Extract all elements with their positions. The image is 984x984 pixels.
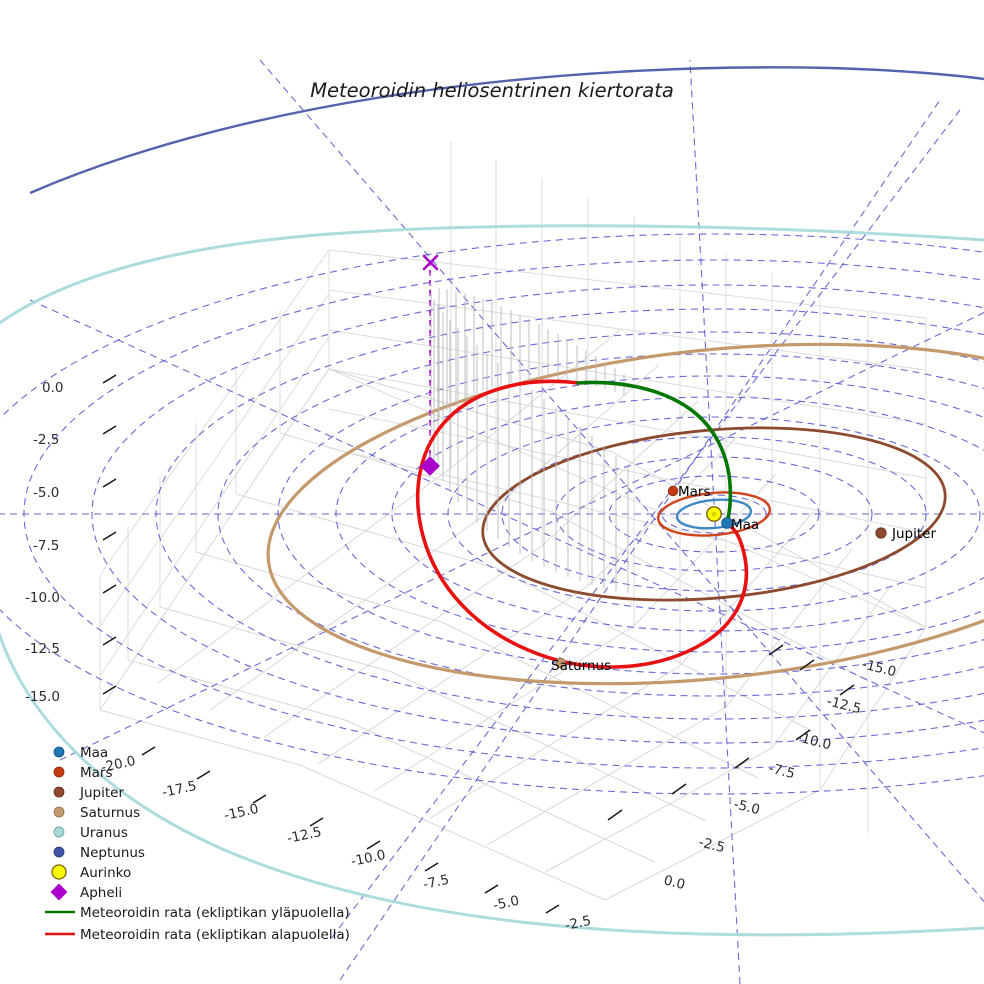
marker-saturn	[555, 657, 567, 669]
orbit-saturn	[266, 342, 984, 686]
tick-x-3: -12.5	[286, 824, 324, 847]
legend-label-uranus: Uranus	[80, 825, 128, 841]
legend-label-maa: Maa	[80, 745, 108, 761]
legend-marker-mars	[53, 766, 65, 778]
legend-marker-jupiter	[53, 786, 65, 798]
tick-x-4: -10.0	[350, 847, 388, 870]
label-maa: Maa	[731, 517, 759, 533]
legend-item-apheli[interactable]: Apheli	[50, 883, 123, 901]
legend-marker-apheli	[50, 883, 68, 901]
meteoroid-track-below	[415, 379, 749, 669]
tick-x-5: -7.5	[422, 872, 451, 893]
tick-y-4: -5.0	[732, 796, 761, 818]
marker-mars	[667, 485, 679, 497]
projection-lines	[430, 288, 629, 593]
tick-x-7: -2.5	[564, 913, 593, 934]
label-saturnus: Saturnus	[551, 658, 611, 674]
tick-y-1: -12.5	[825, 693, 863, 717]
object-labels: Mars Maa Jupiter Saturnus	[551, 484, 936, 674]
legend-label-neptunus: Neptunus	[80, 845, 145, 861]
axis-ticks	[102, 374, 855, 914]
tick-x-2: -15.0	[223, 801, 261, 824]
legend-label-mars: Mars	[80, 765, 113, 781]
legend-item-aurinko[interactable]: Aurinko	[51, 864, 131, 881]
label-mars: Mars	[678, 484, 711, 500]
polar-grid-spokes	[0, 59, 984, 984]
tick-z-6: -15.0	[25, 689, 60, 705]
orbit-uranus	[0, 224, 984, 937]
legend-label-apheli: Apheli	[80, 885, 122, 901]
legend-label-track-below: Meteoroidin rata (ekliptikan alapuolella…	[80, 927, 350, 943]
legend-item-jupiter[interactable]: Jupiter	[53, 785, 124, 801]
page-title: Meteoroidin heliosentrinen kiertorata	[310, 79, 674, 102]
legend: Maa Mars Jupiter Saturnus Uranus	[45, 745, 350, 943]
marker-jupiter	[875, 527, 887, 539]
tick-x-1: -17.5	[161, 778, 199, 801]
tick-y-5: -2.5	[697, 834, 726, 856]
legend-label-jupiter: Jupiter	[79, 785, 124, 801]
legend-item-neptunus[interactable]: Neptunus	[53, 845, 145, 861]
tick-x-0: -20.0	[100, 753, 138, 776]
tick-z-4: -10.0	[25, 590, 60, 606]
legend-label-track-above: Meteoroidin rata (ekliptikan yläpuolella…	[80, 905, 350, 921]
marker-aphelion	[420, 456, 440, 476]
orbit-neptune	[29, 66, 984, 195]
legend-label-saturnus: Saturnus	[80, 805, 140, 821]
marker-aphelion-projection	[422, 254, 439, 271]
tick-x-6: -5.0	[492, 893, 521, 914]
axis-tick-labels: 0.0 -2.5 -5.0 -7.5 -10.0 -12.5 -15.0 -20…	[25, 380, 898, 934]
orbit-earth	[675, 498, 753, 530]
legend-marker-uranus	[53, 826, 65, 838]
tick-y-3: -7.5	[767, 760, 796, 782]
tick-z-1: -2.5	[33, 432, 59, 448]
meteoroid-track-above	[576, 380, 733, 525]
marker-earth	[721, 517, 733, 529]
legend-marker-aurinko	[51, 864, 67, 880]
marker-sun	[706, 506, 722, 522]
legend-marker-maa	[53, 746, 65, 758]
tick-y-6: 0.0	[662, 872, 687, 893]
tick-z-3: -7.5	[33, 538, 59, 554]
tick-z-2: -5.0	[33, 485, 59, 501]
label-jupiter: Jupiter	[891, 526, 936, 542]
tick-z-0: 0.0	[42, 380, 63, 396]
legend-item-track-below[interactable]: Meteoroidin rata (ekliptikan alapuolella…	[45, 927, 350, 943]
legend-item-saturnus[interactable]: Saturnus	[53, 805, 140, 821]
legend-item-mars[interactable]: Mars	[53, 765, 113, 781]
orbit-jupiter	[481, 426, 947, 602]
legend-label-aurinko: Aurinko	[80, 865, 131, 881]
orbit-mars	[656, 491, 772, 537]
pane-grid-left	[99, 249, 330, 711]
tick-z-5: -12.5	[25, 641, 60, 657]
legend-item-track-above[interactable]: Meteoroidin rata (ekliptikan yläpuolella…	[45, 905, 350, 921]
legend-marker-saturnus	[53, 806, 65, 818]
tick-y-2: -10.0	[795, 729, 833, 753]
legend-marker-neptunus	[53, 846, 65, 858]
legend-item-maa[interactable]: Maa	[53, 745, 108, 761]
legend-item-uranus[interactable]: Uranus	[53, 825, 128, 841]
